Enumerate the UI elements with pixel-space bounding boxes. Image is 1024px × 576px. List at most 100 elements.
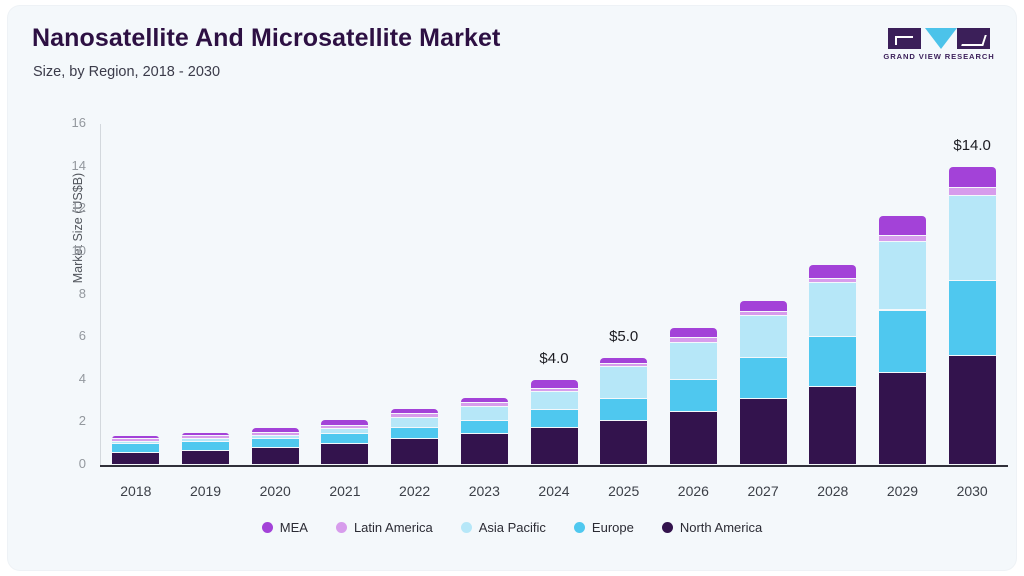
legend-label: North America [679,520,763,535]
bar-segment[interactable] [321,434,369,445]
y-tick-label: 8 [78,285,86,301]
bar-segment[interactable] [600,420,648,465]
bar-group[interactable] [948,124,996,465]
bar-segment[interactable] [739,315,787,359]
bar-segment[interactable] [251,435,299,439]
bar-segment[interactable] [739,358,787,399]
bar-segment[interactable] [251,448,299,465]
logo-wordmark: GRAND VIEW RESEARCH [883,52,995,61]
bar-segment[interactable] [948,356,996,465]
bar-segment[interactable] [948,166,996,188]
bar-segment[interactable] [878,235,926,243]
bar-segment[interactable] [878,310,926,374]
bar-segment[interactable] [460,397,508,403]
bar-segment[interactable] [878,242,926,311]
bar-group[interactable] [460,124,508,465]
bar-segment[interactable] [112,436,160,439]
bar-segment[interactable] [391,427,439,439]
bar-segment[interactable] [460,420,508,435]
bar-segment[interactable] [182,436,230,440]
bar-segment[interactable] [809,387,857,465]
bar-segment[interactable] [530,379,578,389]
legend-item-asia-pacific[interactable]: Asia Pacific [460,520,546,535]
bar-group[interactable] [112,124,160,465]
y-tick-label: 14 [71,157,86,173]
bar-segment[interactable] [391,408,439,414]
bar-segment[interactable] [948,280,996,357]
bar-segment[interactable] [878,373,926,465]
bar-segment[interactable] [809,282,857,338]
bar-segment[interactable] [809,278,857,283]
bar-segment[interactable] [182,432,230,437]
bar-segment[interactable] [112,453,160,465]
bar-segment[interactable] [251,439,299,449]
bar-segment[interactable] [112,442,160,444]
bar-segment[interactable] [530,427,578,465]
bar-segment[interactable] [600,363,648,368]
legend-swatch-icon [573,522,585,533]
bar-group[interactable] [878,124,926,465]
bar-group[interactable] [600,124,648,465]
x-tick-label: 2025 [608,483,640,499]
bar-group[interactable] [669,124,717,465]
bar-group[interactable] [251,124,299,465]
bar-segment[interactable] [182,441,230,451]
bar-segment[interactable] [391,417,439,428]
bar-segment[interactable] [530,391,578,411]
bar-segment[interactable] [321,429,369,435]
bar-segment[interactable] [251,432,299,436]
legend-label: Asia Pacific [478,520,546,535]
bar-segment[interactable] [739,300,787,312]
legend-item-latin-america[interactable]: Latin America [335,520,433,535]
x-tick-label: 2026 [677,483,709,499]
x-tick-label: 2029 [886,483,919,499]
bar-segment[interactable] [739,398,787,465]
bar-group[interactable] [182,124,230,465]
legend-item-mea[interactable]: MEA [261,520,308,535]
bar-segment[interactable] [669,342,717,380]
bar-segment[interactable] [600,399,648,421]
bar-segment[interactable] [669,411,717,465]
bar-segment[interactable] [530,410,578,428]
bar-segment[interactable] [391,439,439,465]
bar-segment[interactable] [739,311,787,316]
bar-segment[interactable] [112,439,160,442]
bar-segment[interactable] [809,337,857,388]
bar-segment[interactable] [460,406,508,421]
bar-group[interactable] [809,124,857,465]
bar-group[interactable] [321,124,369,465]
bar-segment[interactable] [878,215,926,236]
bar-segment[interactable] [530,388,578,392]
bar-segment[interactable] [112,443,160,454]
logo-left-block-icon [888,28,921,49]
bar-group[interactable] [391,124,439,465]
bar-segment[interactable] [948,187,996,197]
page-title: Nanosatellite And Microsatellite Market [32,24,501,52]
bar-segment[interactable] [600,367,648,400]
bar-segment[interactable] [669,327,717,338]
bar-segment[interactable] [600,358,648,364]
y-tick-label: 6 [78,328,86,344]
legend-item-north-america[interactable]: North America [661,520,763,535]
bar-segment[interactable] [948,196,996,281]
bar-segment[interactable] [182,450,230,465]
bar-group[interactable] [530,124,578,465]
bar-segment[interactable] [251,428,299,433]
x-tick-label: 2018 [120,483,152,499]
plot-area [101,124,1007,465]
bar-group[interactable] [739,124,787,465]
logo-triangle-icon [925,28,957,49]
bar-segment[interactable] [809,265,857,279]
bar-segment[interactable] [669,379,717,412]
x-tick-label: 2024 [538,483,570,499]
y-tick-label: 10 [71,242,86,258]
bar-segment[interactable] [669,338,717,343]
legend-item-europe[interactable]: Europe [573,520,634,535]
bar-segment[interactable] [460,402,508,407]
bar-segment[interactable] [321,420,369,426]
bar-segment[interactable] [321,425,369,429]
bar-segment[interactable] [321,444,369,465]
bar-segment[interactable] [182,439,230,442]
bar-segment[interactable] [391,413,439,418]
bar-segment[interactable] [460,434,508,465]
